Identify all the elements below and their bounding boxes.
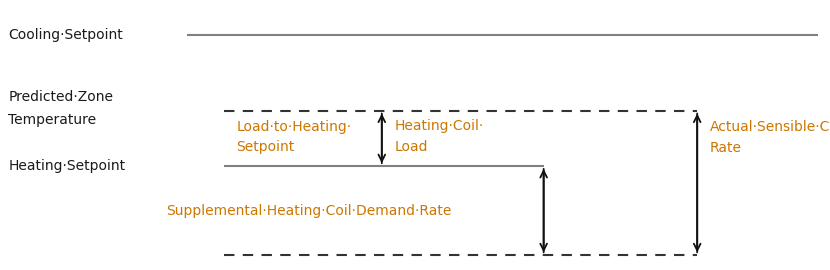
Text: Supplemental·Heating·Coil·Demand·Rate: Supplemental·Heating·Coil·Demand·Rate xyxy=(166,204,452,218)
Text: Temperature: Temperature xyxy=(8,113,96,127)
Text: Actual·Sensible·Cooling·: Actual·Sensible·Cooling· xyxy=(710,120,830,134)
Text: Rate: Rate xyxy=(710,141,742,156)
Text: Cooling·Setpoint: Cooling·Setpoint xyxy=(8,28,123,42)
Text: Heating·Coil·: Heating·Coil· xyxy=(394,119,484,133)
Text: Load: Load xyxy=(394,140,427,154)
Text: Setpoint: Setpoint xyxy=(237,140,295,154)
Text: Heating·Setpoint: Heating·Setpoint xyxy=(8,159,125,173)
Text: Predicted·Zone: Predicted·Zone xyxy=(8,90,114,104)
Text: Load·to·Heating·: Load·to·Heating· xyxy=(237,120,352,134)
